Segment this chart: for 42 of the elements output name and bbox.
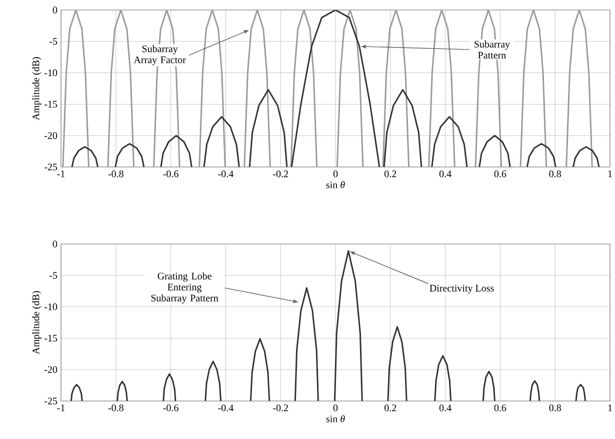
annotation: Grating Lobe Entering Subarray Pattern — [151, 272, 218, 304]
x-tick-label: 0 — [333, 404, 338, 412]
y-tick-label: -25 — [44, 164, 58, 170]
x-tick-label: 0 — [333, 170, 338, 178]
x-tick-label: 1 — [608, 170, 612, 178]
x-tick-label: -0.2 — [273, 170, 288, 178]
x-tick-label: -0.8 — [108, 404, 124, 412]
x-tick-label: 0.2 — [384, 170, 396, 178]
y-tick-label: -15 — [44, 334, 58, 342]
annotation: Subarray Pattern — [474, 40, 510, 59]
y-tick-label: -10 — [44, 69, 58, 76]
x-tick-label: 1 — [608, 404, 612, 412]
x-tick-label: -1 — [57, 404, 65, 412]
x-tick-label: 0.6 — [494, 404, 506, 412]
y-axis-title: Amplitude (dB) — [32, 57, 42, 120]
x-tick-label: 0.4 — [439, 170, 452, 178]
y-tick-label: -25 — [44, 398, 58, 404]
x-tick-label: -0.2 — [273, 404, 288, 412]
x-tick-label: 0.6 — [494, 170, 506, 178]
y-tick-label: -5 — [50, 272, 58, 279]
x-tick-label: 0.4 — [439, 404, 452, 412]
x-tick-label: -1 — [57, 170, 65, 178]
x-tick-label: -0.8 — [108, 170, 124, 178]
y-tick-label: -20 — [44, 132, 58, 139]
y-tick-label: -10 — [44, 303, 58, 310]
y-tick-label: -5 — [50, 38, 58, 45]
x-axis-title: sin θ — [326, 181, 345, 188]
annotation: Subarray Array Factor — [134, 45, 186, 66]
annotation: Directivity Loss — [430, 284, 494, 294]
x-tick-label: 0.2 — [384, 404, 396, 412]
y-tick-label: -15 — [44, 100, 58, 108]
y-tick-label: 0 — [52, 6, 58, 14]
y-tick-label: 0 — [52, 240, 58, 248]
x-axis-title: sin θ — [326, 415, 345, 422]
x-tick-label: -0.4 — [218, 404, 234, 412]
x-tick-label: 0.8 — [549, 170, 561, 178]
x-tick-label: -0.4 — [218, 170, 234, 178]
x-tick-label: -0.6 — [163, 170, 178, 178]
x-tick-label: -0.6 — [163, 404, 178, 412]
x-tick-label: 0.8 — [549, 404, 561, 412]
y-tick-label: -20 — [44, 366, 58, 373]
y-axis-title: Amplitude (dB) — [32, 291, 42, 354]
